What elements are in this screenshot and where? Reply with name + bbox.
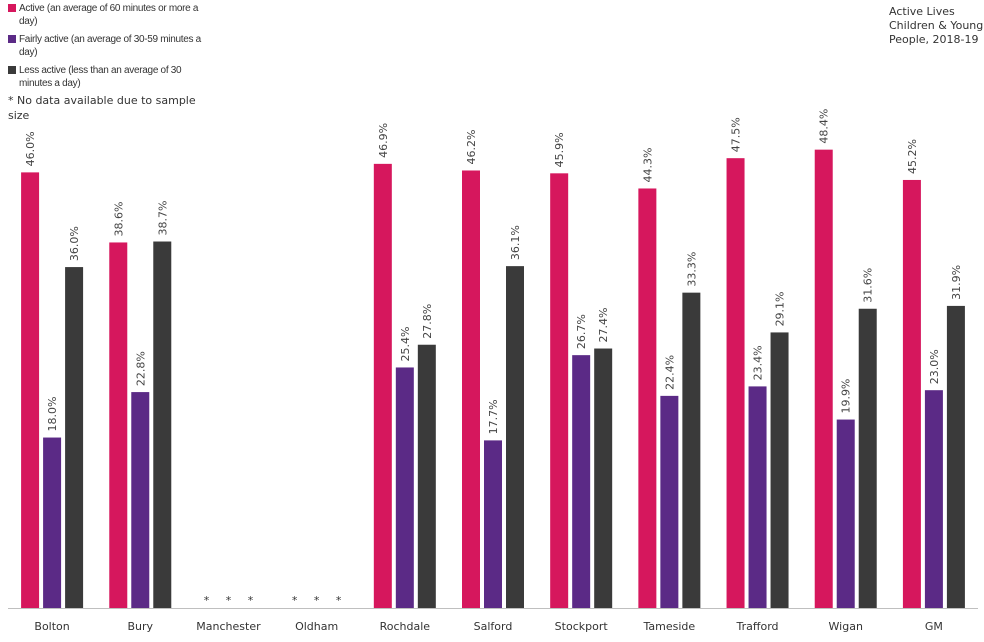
bar (572, 355, 591, 608)
data-label: 46.2% (465, 130, 478, 165)
bar (550, 173, 569, 608)
data-label: 36.1% (509, 225, 522, 260)
missing-data-marker: * (314, 594, 320, 607)
bar (726, 158, 745, 609)
missing-data-marker: * (204, 594, 210, 607)
bar (836, 419, 855, 608)
data-label: 27.8% (421, 304, 434, 339)
bar (814, 149, 833, 609)
bar (131, 392, 150, 608)
bar (594, 348, 613, 608)
missing-data-note: * No data available due to sample size (8, 94, 196, 122)
x-tick-label: Salford (474, 620, 513, 633)
bar (373, 163, 392, 608)
bar (902, 179, 921, 608)
bar (153, 241, 172, 609)
bar (638, 188, 657, 608)
data-label: 46.0% (24, 131, 37, 166)
x-tick-label: Oldham (295, 620, 338, 633)
bar (946, 305, 965, 608)
data-label: 45.9% (553, 132, 566, 167)
bar (395, 367, 414, 608)
legend-label-less-active: Less active (less than an average of 30 … (19, 65, 182, 89)
chart-title: Active Lives Children & Young People, 20… (889, 5, 984, 46)
x-tick-label: GM (925, 620, 943, 633)
data-label: 36.0% (68, 226, 81, 261)
bar (21, 172, 40, 608)
x-tick-label: Wigan (829, 620, 863, 633)
data-label: 38.6% (112, 202, 125, 237)
data-label: 23.4% (752, 345, 765, 380)
data-label: 23.0% (928, 349, 941, 384)
data-label: 19.9% (840, 379, 853, 414)
legend-item-active: Active (an average of 60 minutes or more… (8, 2, 208, 28)
data-label: 27.4% (597, 308, 610, 343)
bar (462, 170, 480, 608)
bar (417, 344, 436, 608)
bar (484, 440, 502, 608)
missing-data-marker: * (226, 594, 232, 607)
missing-data-marker: * (248, 594, 254, 607)
data-label: 22.8% (134, 351, 147, 386)
data-label: 31.9% (950, 265, 963, 300)
legend-label-active: Active (an average of 60 minutes or more… (19, 3, 199, 27)
x-tick-label: Bolton (34, 620, 69, 633)
legend: Active (an average of 60 minutes or more… (8, 2, 208, 123)
x-tick-label: Bury (127, 620, 153, 633)
x-tick-label: Stockport (555, 620, 609, 633)
data-label: 33.3% (685, 252, 698, 287)
data-label: 17.7% (487, 399, 500, 434)
data-label: 18.0% (46, 397, 59, 432)
bar (858, 308, 877, 608)
legend-swatch-less-active (8, 66, 16, 74)
data-label: 46.9% (377, 123, 390, 158)
bar (748, 386, 767, 608)
legend-label-fairly-active: Fairly active (an average of 30-59 minut… (19, 34, 201, 58)
bar (109, 242, 128, 608)
bar (682, 292, 701, 608)
data-label: 31.6% (862, 268, 875, 303)
bar (924, 390, 943, 608)
x-tick-label: Tameside (643, 620, 696, 633)
data-label: 29.1% (774, 291, 787, 326)
data-label: 48.4% (818, 109, 831, 144)
data-label: 22.4% (663, 355, 676, 390)
legend-item-less-active: Less active (less than an average of 30 … (8, 64, 208, 90)
legend-item-fairly-active: Fairly active (an average of 30-59 minut… (8, 33, 208, 59)
data-label: 44.3% (641, 148, 654, 183)
data-label: 38.7% (156, 201, 169, 236)
legend-swatch-fairly-active (8, 35, 16, 43)
x-tick-label: Manchester (196, 620, 261, 633)
data-label: 26.7% (575, 314, 588, 349)
legend-swatch-active (8, 4, 16, 12)
data-label: 45.2% (906, 139, 919, 174)
x-tick-label: Trafford (736, 620, 779, 633)
bar (65, 267, 84, 608)
missing-data-marker: * (292, 594, 298, 607)
x-tick-label: Rochdale (380, 620, 431, 633)
data-label: 25.4% (399, 327, 412, 362)
bar (43, 437, 62, 608)
missing-data-marker: * (336, 594, 342, 607)
data-label: 47.5% (730, 117, 743, 152)
bar (506, 266, 524, 608)
bar (770, 332, 789, 608)
bar (660, 395, 679, 608)
